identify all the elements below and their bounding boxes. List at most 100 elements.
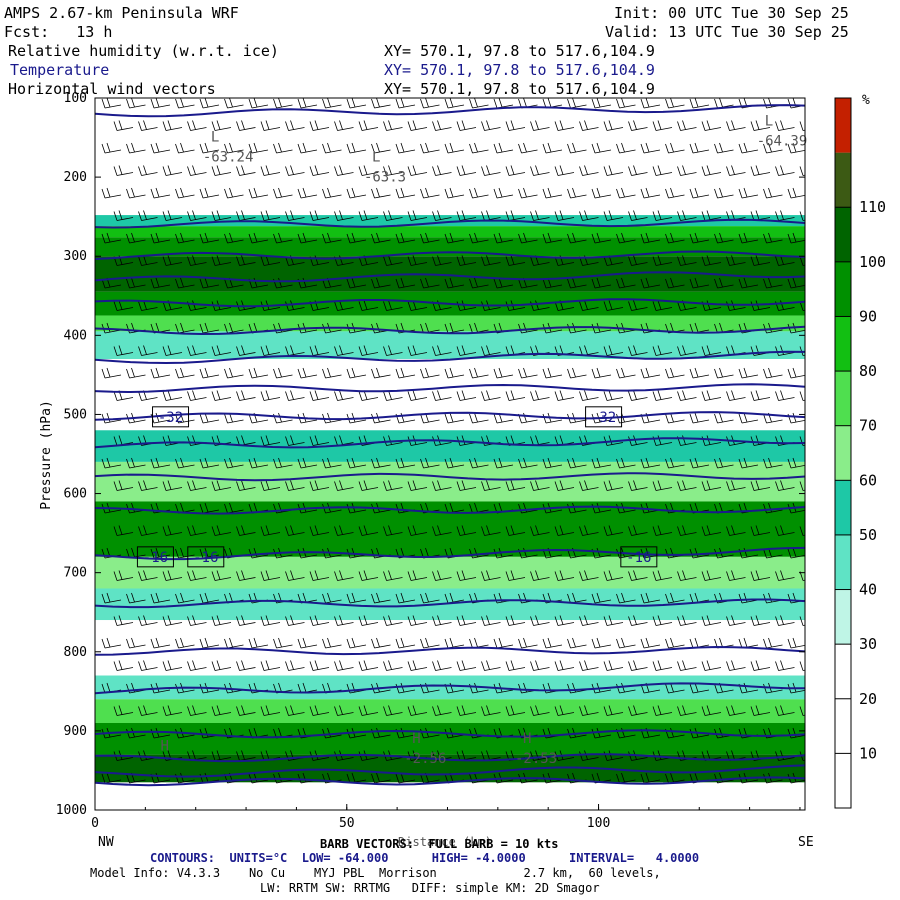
wind-barb <box>738 412 759 424</box>
wind-barb <box>248 547 269 559</box>
wind-barb <box>187 480 207 491</box>
wind-barb <box>787 277 805 289</box>
wind-barb <box>579 210 599 221</box>
field-xy-rh: XY= 570.1, 97.8 to 517.6,104.9 <box>384 42 655 60</box>
wind-barb <box>481 705 501 716</box>
wind-barb <box>126 592 146 604</box>
wind-barb <box>199 637 220 649</box>
field-xy-temperature: XY= 570.1, 97.8 to 517.6,104.9 <box>384 61 655 79</box>
wind-barb <box>652 615 673 626</box>
wind-barb <box>162 570 183 581</box>
extremum-mark: H <box>412 731 420 747</box>
wind-barb <box>371 367 391 379</box>
wind-barb <box>211 345 232 356</box>
wind-barb <box>346 457 367 469</box>
wind-barb <box>505 390 526 401</box>
wind-barb <box>628 570 648 581</box>
rh-band <box>95 331 805 360</box>
wind-barb <box>199 592 220 604</box>
wind-barb <box>432 210 452 221</box>
wind-barb <box>187 255 207 266</box>
wind-barb <box>714 412 734 424</box>
wind-barb <box>150 592 171 604</box>
wind-barb <box>395 277 416 289</box>
wind-barb <box>138 570 158 581</box>
temperature-contour-layer <box>95 104 805 787</box>
wind-barb <box>469 412 489 424</box>
wind-barb <box>603 345 624 356</box>
wind-barb <box>554 210 575 221</box>
wind-barb <box>444 142 465 154</box>
wind-barb <box>138 255 158 266</box>
wind-barb <box>322 98 342 109</box>
wind-barb <box>334 120 354 131</box>
wind-barb <box>567 637 587 649</box>
wind-barb <box>199 322 220 334</box>
wind-barb <box>322 457 342 469</box>
wind-barb <box>799 120 805 131</box>
wind-barb <box>763 232 783 244</box>
wind-barb <box>358 165 379 176</box>
wind-barb <box>407 480 428 491</box>
wind-barb <box>456 660 477 671</box>
wind-barb <box>579 705 599 716</box>
wind-barb <box>309 390 330 401</box>
wind-barb <box>603 615 624 626</box>
colorbar-segment <box>835 534 851 590</box>
wind-barb <box>211 750 232 761</box>
wind-barb <box>677 390 697 401</box>
wind-barb <box>775 165 795 176</box>
wind-barb <box>371 232 391 244</box>
wind-barb <box>162 660 183 671</box>
wind-barb <box>101 98 122 109</box>
wind-barb <box>505 120 526 131</box>
svg-text:-16: -16 <box>143 550 168 566</box>
y-tick-label: 100 <box>64 91 87 106</box>
colorbar-segment <box>835 644 851 699</box>
wind-barb <box>603 210 624 221</box>
wind-barb <box>689 232 710 244</box>
wind-barb <box>750 705 771 716</box>
colorbar-segment <box>835 753 851 808</box>
wind-barb <box>652 165 673 176</box>
wind-barb <box>787 187 805 199</box>
wind-barb <box>407 255 428 266</box>
wind-barb <box>652 255 673 266</box>
wind-barb <box>309 165 330 176</box>
wind-barb <box>775 660 795 671</box>
wind-barb <box>542 187 563 199</box>
wind-barb <box>652 570 673 581</box>
wind-barb <box>138 300 158 311</box>
wind-barb <box>701 570 722 581</box>
wind-barb <box>444 277 465 289</box>
temperature-contour <box>95 598 805 609</box>
wind-barb <box>591 232 612 244</box>
wind-barb <box>309 525 330 536</box>
wind-barb <box>126 187 146 199</box>
wind-barb <box>603 660 624 671</box>
wind-barb <box>371 98 391 109</box>
wind-barb <box>481 345 501 356</box>
wind-barb <box>285 570 305 581</box>
wind-barb <box>101 367 122 379</box>
wind-barb <box>432 480 452 491</box>
wind-barb <box>799 255 805 266</box>
wind-barb <box>542 367 563 379</box>
wind-barb <box>162 705 183 716</box>
wind-barb <box>211 705 232 716</box>
contour-label-layer: -32 -32 -16 -16 -16 <box>136 406 658 568</box>
wind-barb <box>297 457 318 469</box>
wind-barb <box>395 367 416 379</box>
field-label-wind: Horizontal wind vectors <box>8 80 216 98</box>
wind-barb <box>236 345 256 356</box>
y-tick-label: 400 <box>64 328 87 343</box>
wind-barb <box>505 525 526 536</box>
wind-barb <box>432 570 452 581</box>
wind-barb <box>322 637 342 649</box>
wind-barb <box>579 300 599 311</box>
wind-barb <box>799 705 805 716</box>
wind-barb <box>371 772 391 784</box>
wind-barb <box>187 570 207 581</box>
wind-barb <box>726 660 746 671</box>
wind-barb <box>297 232 318 244</box>
